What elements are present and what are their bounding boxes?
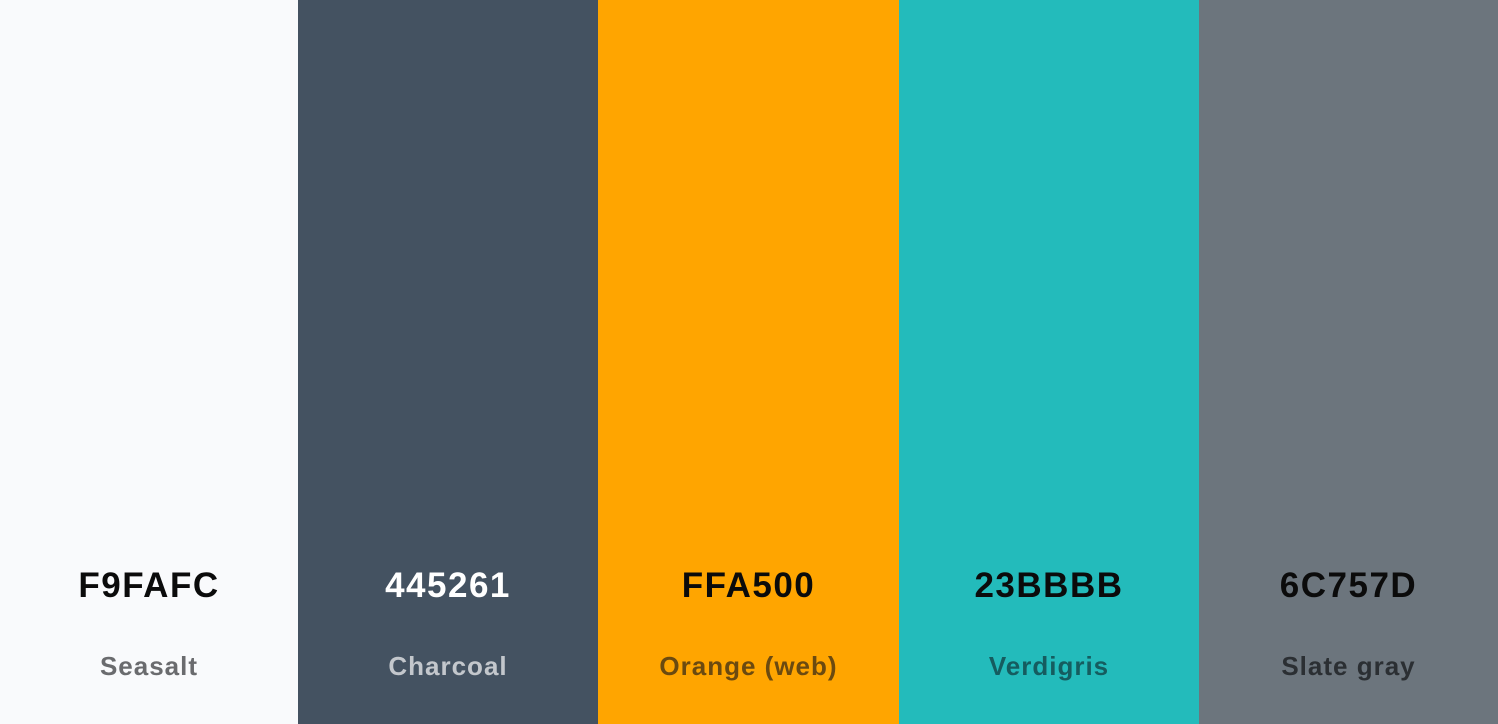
swatch-color-name: Verdigris [988, 651, 1110, 681]
swatch-hex-code[interactable]: 23BBBB [974, 566, 1124, 605]
swatch-hex-code[interactable]: F9FAFC [78, 566, 220, 605]
swatch-seasalt[interactable]: F9FAFC Seasalt [0, 0, 298, 724]
swatch-orange-web[interactable]: FFA500 Orange (web) [598, 0, 899, 724]
swatch-hex-code[interactable]: FFA500 [681, 566, 816, 605]
swatch-color-name: Charcoal [388, 651, 508, 681]
swatch-charcoal[interactable]: 445261 Charcoal [298, 0, 598, 724]
swatch-color-name: Slate gray [1281, 651, 1416, 681]
swatch-hex-code[interactable]: 445261 [385, 566, 511, 605]
swatch-verdigris[interactable]: 23BBBB Verdigris [899, 0, 1199, 724]
swatch-hex-code[interactable]: 6C757D [1279, 566, 1418, 605]
swatch-color-name: Seasalt [99, 651, 199, 681]
swatch-slate-gray[interactable]: 6C757D Slate gray [1199, 0, 1498, 724]
swatch-color-name: Orange (web) [659, 651, 838, 681]
